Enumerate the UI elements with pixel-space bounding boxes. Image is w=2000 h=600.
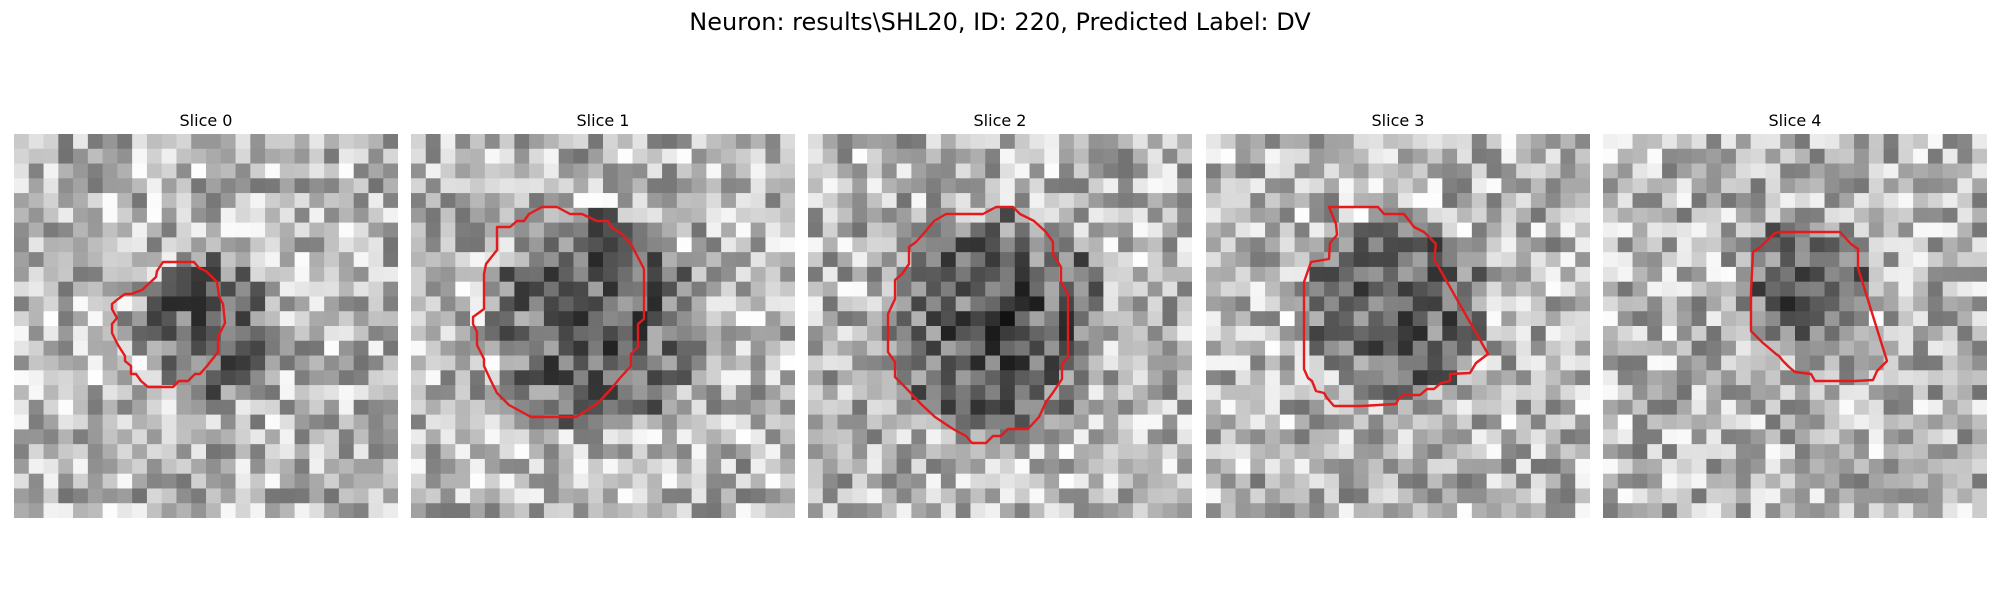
slice-image	[1603, 134, 1987, 518]
slice-image	[808, 134, 1192, 518]
pixel-grid	[411, 134, 795, 518]
roi-contour	[886, 205, 1070, 445]
slice-panel-1: Slice 1	[411, 108, 795, 518]
slice-title: Slice 0	[179, 111, 233, 130]
slice-title: Slice 2	[973, 111, 1027, 130]
slice-panel-0: Slice 0	[14, 108, 398, 518]
roi-contour	[471, 205, 646, 419]
roi-contour	[110, 260, 227, 389]
pixel-grid	[1603, 134, 1987, 518]
roi-contour	[1302, 205, 1490, 408]
pixel-grid	[1206, 134, 1590, 518]
pixel-grid	[808, 134, 1192, 518]
slice-panel-4: Slice 4	[1603, 108, 1987, 518]
slice-panel-2: Slice 2	[808, 108, 1192, 518]
slice-image	[1206, 134, 1590, 518]
slice-title: Slice 1	[576, 111, 630, 130]
roi-contour	[1749, 230, 1889, 383]
slice-image	[14, 134, 398, 518]
figure-title: Neuron: results\SHL20, ID: 220, Predicte…	[689, 8, 1311, 36]
pixel-grid	[14, 134, 398, 518]
slice-image	[411, 134, 795, 518]
slice-title: Slice 4	[1768, 111, 1822, 130]
slice-panel-3: Slice 3	[1206, 108, 1590, 518]
slice-title: Slice 3	[1371, 111, 1425, 130]
